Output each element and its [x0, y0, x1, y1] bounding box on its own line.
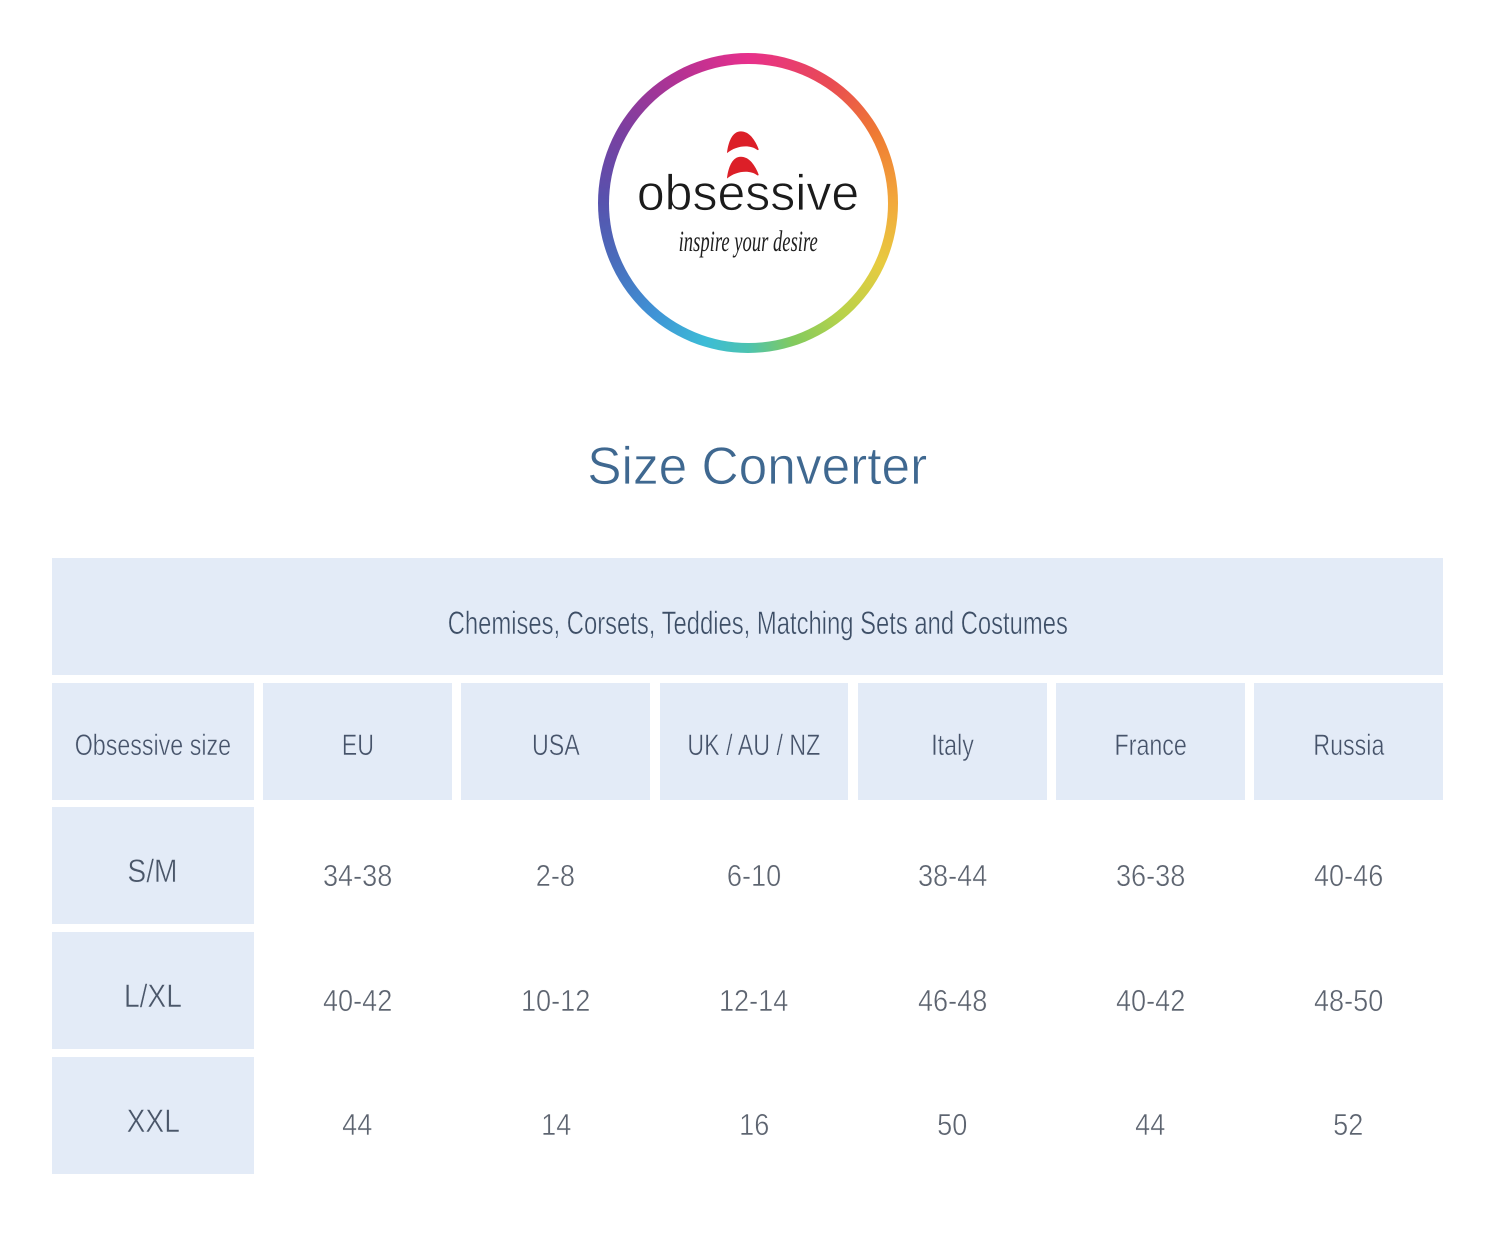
- size-converter-table: Chemises, Corsets, Teddies, Matching Set…: [52, 558, 1443, 1174]
- size-value-1-4: 40-42: [1056, 932, 1245, 1049]
- table-group-header: Chemises, Corsets, Teddies, Matching Set…: [52, 558, 1443, 675]
- size-value-2-5-text: 52: [1333, 1107, 1364, 1143]
- table-group-header-text: Chemises, Corsets, Teddies, Matching Set…: [447, 605, 1068, 642]
- row-label-1: L/XL: [52, 932, 254, 1050]
- size-value-1-3-text: 46-48: [917, 982, 987, 1018]
- size-value-2-5: 52: [1254, 1057, 1443, 1174]
- size-value-0-4-text: 36-38: [1115, 857, 1186, 894]
- row-label-0: S/M: [52, 807, 254, 925]
- size-value-2-0-text: 44: [342, 1107, 373, 1143]
- column-header-2-text: USA: [531, 729, 580, 763]
- size-value-1-5: 48-50: [1254, 932, 1443, 1049]
- column-header-0: Obsessive size: [52, 682, 254, 800]
- brand-wordmark: obsessive: [636, 165, 860, 221]
- size-value-0-5: 40-46: [1254, 807, 1443, 924]
- brand-logo: obsessive inspire your desire: [598, 53, 898, 353]
- column-header-6-text: Russia: [1313, 729, 1385, 763]
- column-header-4-text: Italy: [930, 729, 974, 763]
- brand-tagline: inspire your desire: [678, 225, 818, 258]
- size-value-0-1-text: 2-8: [536, 857, 576, 894]
- size-value-2-4-text: 44: [1135, 1107, 1166, 1143]
- size-value-1-2-text: 12-14: [719, 982, 789, 1018]
- page-title: Size Converter: [586, 437, 928, 496]
- column-header-0-text: Obsessive size: [74, 729, 232, 763]
- size-value-1-1-text: 10-12: [521, 982, 591, 1018]
- column-header-3-text: UK / AU / NZ: [687, 729, 821, 763]
- size-value-1-5-text: 48-50: [1313, 982, 1384, 1018]
- size-value-2-3: 50: [858, 1057, 1047, 1174]
- column-header-1-text: EU: [341, 729, 374, 763]
- size-value-2-2: 16: [660, 1057, 849, 1174]
- column-header-4: Italy: [857, 682, 1047, 800]
- size-value-2-2-text: 16: [738, 1107, 770, 1143]
- size-value-1-3: 46-48: [858, 932, 1047, 1049]
- column-header-1: EU: [263, 682, 452, 800]
- size-value-0-5-text: 40-46: [1313, 857, 1384, 894]
- size-value-0-3-text: 38-44: [917, 857, 987, 894]
- column-header-5: France: [1056, 682, 1245, 800]
- size-value-2-1: 14: [461, 1057, 650, 1174]
- size-value-2-3-text: 50: [937, 1107, 968, 1143]
- size-value-1-1: 10-12: [461, 932, 650, 1049]
- size-value-0-1: 2-8: [461, 807, 650, 924]
- row-label-1-text: L/XL: [123, 978, 182, 1015]
- size-value-0-2: 6-10: [660, 807, 849, 924]
- size-value-2-4: 44: [1056, 1057, 1245, 1174]
- row-label-0-text: S/M: [127, 853, 179, 890]
- flame-icon: [726, 130, 759, 179]
- size-value-0-4: 36-38: [1056, 807, 1245, 924]
- size-value-0-2-text: 6-10: [726, 857, 782, 894]
- column-header-3: UK / AU / NZ: [659, 682, 849, 800]
- column-header-5-text: France: [1114, 729, 1187, 763]
- size-value-0-0: 34-38: [263, 807, 452, 924]
- column-header-6: Russia: [1254, 682, 1443, 800]
- size-value-0-0-text: 34-38: [322, 857, 393, 894]
- logo-inner-circle: obsessive inspire your desire: [608, 63, 888, 343]
- column-header-2: USA: [461, 682, 651, 800]
- size-value-1-4-text: 40-42: [1115, 982, 1186, 1018]
- size-value-0-3: 38-44: [858, 807, 1047, 924]
- size-value-2-1-text: 14: [540, 1107, 571, 1143]
- size-value-2-0: 44: [263, 1057, 452, 1174]
- row-label-2: XXL: [52, 1056, 254, 1174]
- size-value-1-0-text: 40-42: [322, 982, 393, 1018]
- row-label-2-text: XXL: [126, 1102, 180, 1140]
- size-value-1-0: 40-42: [263, 932, 452, 1049]
- size-value-1-2: 12-14: [660, 932, 849, 1049]
